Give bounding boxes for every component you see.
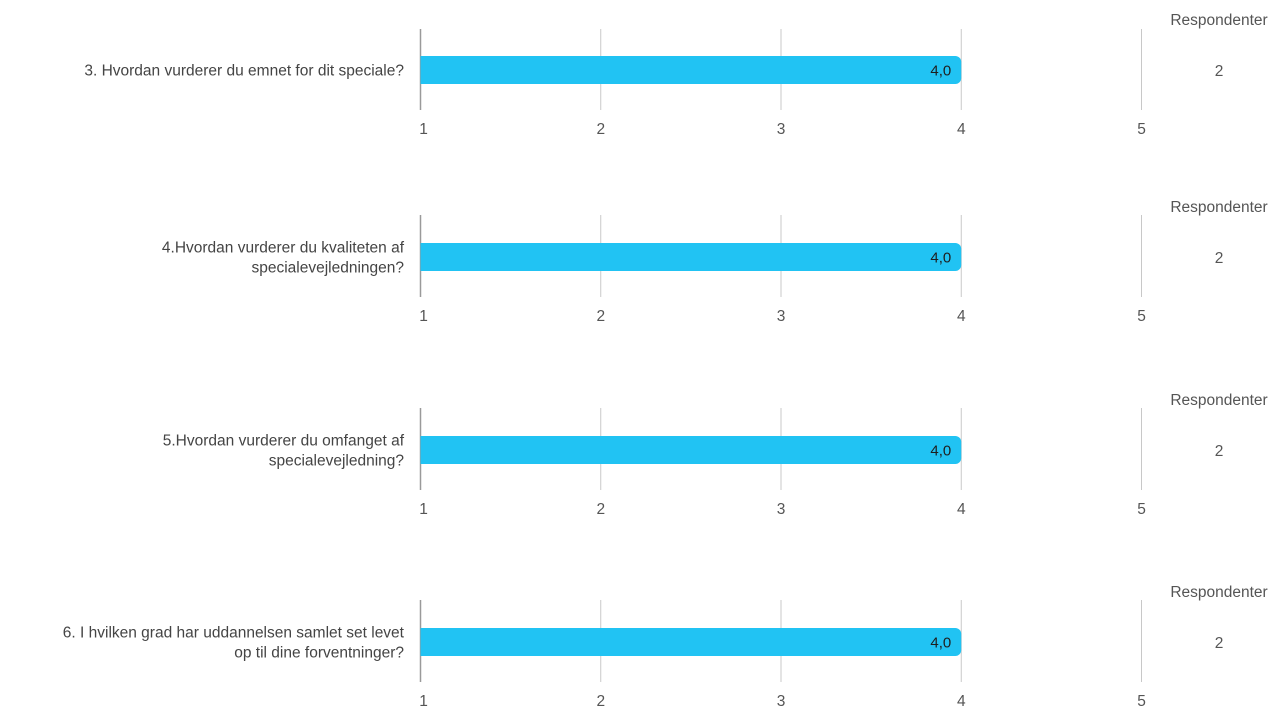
tick-label-5: 5	[1137, 501, 1146, 518]
question-label-line: 5.Hvordan vurderer du omfanget af	[163, 433, 405, 450]
bar-value-label: 4,0	[930, 443, 951, 460]
tick-label-5: 5	[1137, 308, 1146, 325]
bar	[420, 243, 962, 271]
question-panel-5: 4,0 5.Hvordan vurderer du omfanget af spec…	[163, 392, 1268, 518]
tick-label-3: 3	[777, 121, 786, 138]
question-label: 5.Hvordan vurderer du omfanget af special…	[163, 433, 405, 470]
tick-label-2: 2	[596, 308, 605, 325]
tick-label-2: 2	[596, 693, 605, 710]
tick-label-2: 2	[596, 121, 605, 138]
respondents-header: Respondenter	[1170, 12, 1267, 29]
bar-left-edge	[420, 56, 431, 84]
bar-left-edge	[420, 628, 431, 656]
tick-label-3: 3	[777, 308, 786, 325]
question-panel-3: 4,0 3. Hvordan vurderer du emnet for dit …	[84, 12, 1267, 138]
respondents-count: 2	[1215, 63, 1224, 80]
question-label-line: 4.Hvordan vurderer du kvaliteten af	[162, 240, 405, 257]
tick-label-1: 1	[419, 501, 428, 518]
bar	[420, 56, 962, 84]
tick-label-2: 2	[596, 501, 605, 518]
question-label: 4.Hvordan vurderer du kvaliteten af speci…	[162, 240, 405, 277]
question-label-line: 6. I hvilken grad har uddannelsen samlet…	[63, 625, 405, 642]
tick-label-4: 4	[957, 693, 966, 710]
question-label-line: specialevejledning?	[269, 453, 405, 470]
tick-label-4: 4	[957, 121, 966, 138]
bar-left-edge	[420, 243, 431, 271]
tick-label-3: 3	[777, 501, 786, 518]
tick-label-5: 5	[1137, 121, 1146, 138]
question-panel-6: 4,0 6. I hvilken grad har uddannelsen sam…	[63, 584, 1268, 710]
respondents-count: 2	[1215, 635, 1224, 652]
tick-label-1: 1	[419, 693, 428, 710]
tick-label-4: 4	[957, 501, 966, 518]
tick-label-1: 1	[419, 121, 428, 138]
respondents-header: Respondenter	[1170, 584, 1267, 601]
bar-value-label: 4,0	[930, 635, 951, 652]
question-label: 3. Hvordan vurderer du emnet for dit spe…	[84, 63, 404, 80]
tick-label-1: 1	[419, 308, 428, 325]
bar-value-label: 4,0	[930, 63, 951, 80]
tick-label-5: 5	[1137, 693, 1146, 710]
bar-left-edge	[420, 436, 431, 464]
bar	[420, 436, 962, 464]
respondents-header: Respondenter	[1170, 392, 1267, 409]
question-label-line: 3. Hvordan vurderer du emnet for dit spe…	[84, 63, 404, 80]
question-label: 6. I hvilken grad har uddannelsen samlet…	[63, 625, 405, 662]
bar-value-label: 4,0	[930, 250, 951, 267]
tick-label-3: 3	[777, 693, 786, 710]
bar	[420, 628, 962, 656]
question-label-line: op til dine forventninger?	[234, 645, 404, 662]
question-panel-4: 4,0 4.Hvordan vurderer du kvaliteten af sp…	[162, 199, 1268, 325]
question-label-line: specialevejledningen?	[251, 260, 404, 277]
respondents-count: 2	[1215, 250, 1224, 267]
respondents-header: Respondenter	[1170, 199, 1267, 216]
tick-label-4: 4	[957, 308, 966, 325]
respondents-count: 2	[1215, 443, 1224, 460]
